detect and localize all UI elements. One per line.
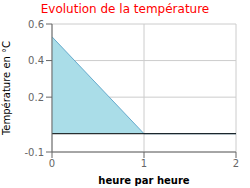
svg-text:-0.1: -0.1: [24, 147, 44, 158]
svg-text:heure par heure: heure par heure: [98, 175, 189, 186]
svg-text:Température en °C: Température en °C: [8, 41, 12, 136]
svg-text:0.2: 0.2: [28, 92, 44, 103]
svg-text:0: 0: [49, 158, 55, 169]
svg-text:2: 2: [233, 158, 239, 169]
svg-text:0.6: 0.6: [28, 19, 44, 30]
html-text:Evolution de la température: Evolution de la température: [40, 2, 210, 16]
svg-text:0.4: 0.4: [28, 55, 44, 66]
svg-text:1: 1: [141, 158, 147, 169]
